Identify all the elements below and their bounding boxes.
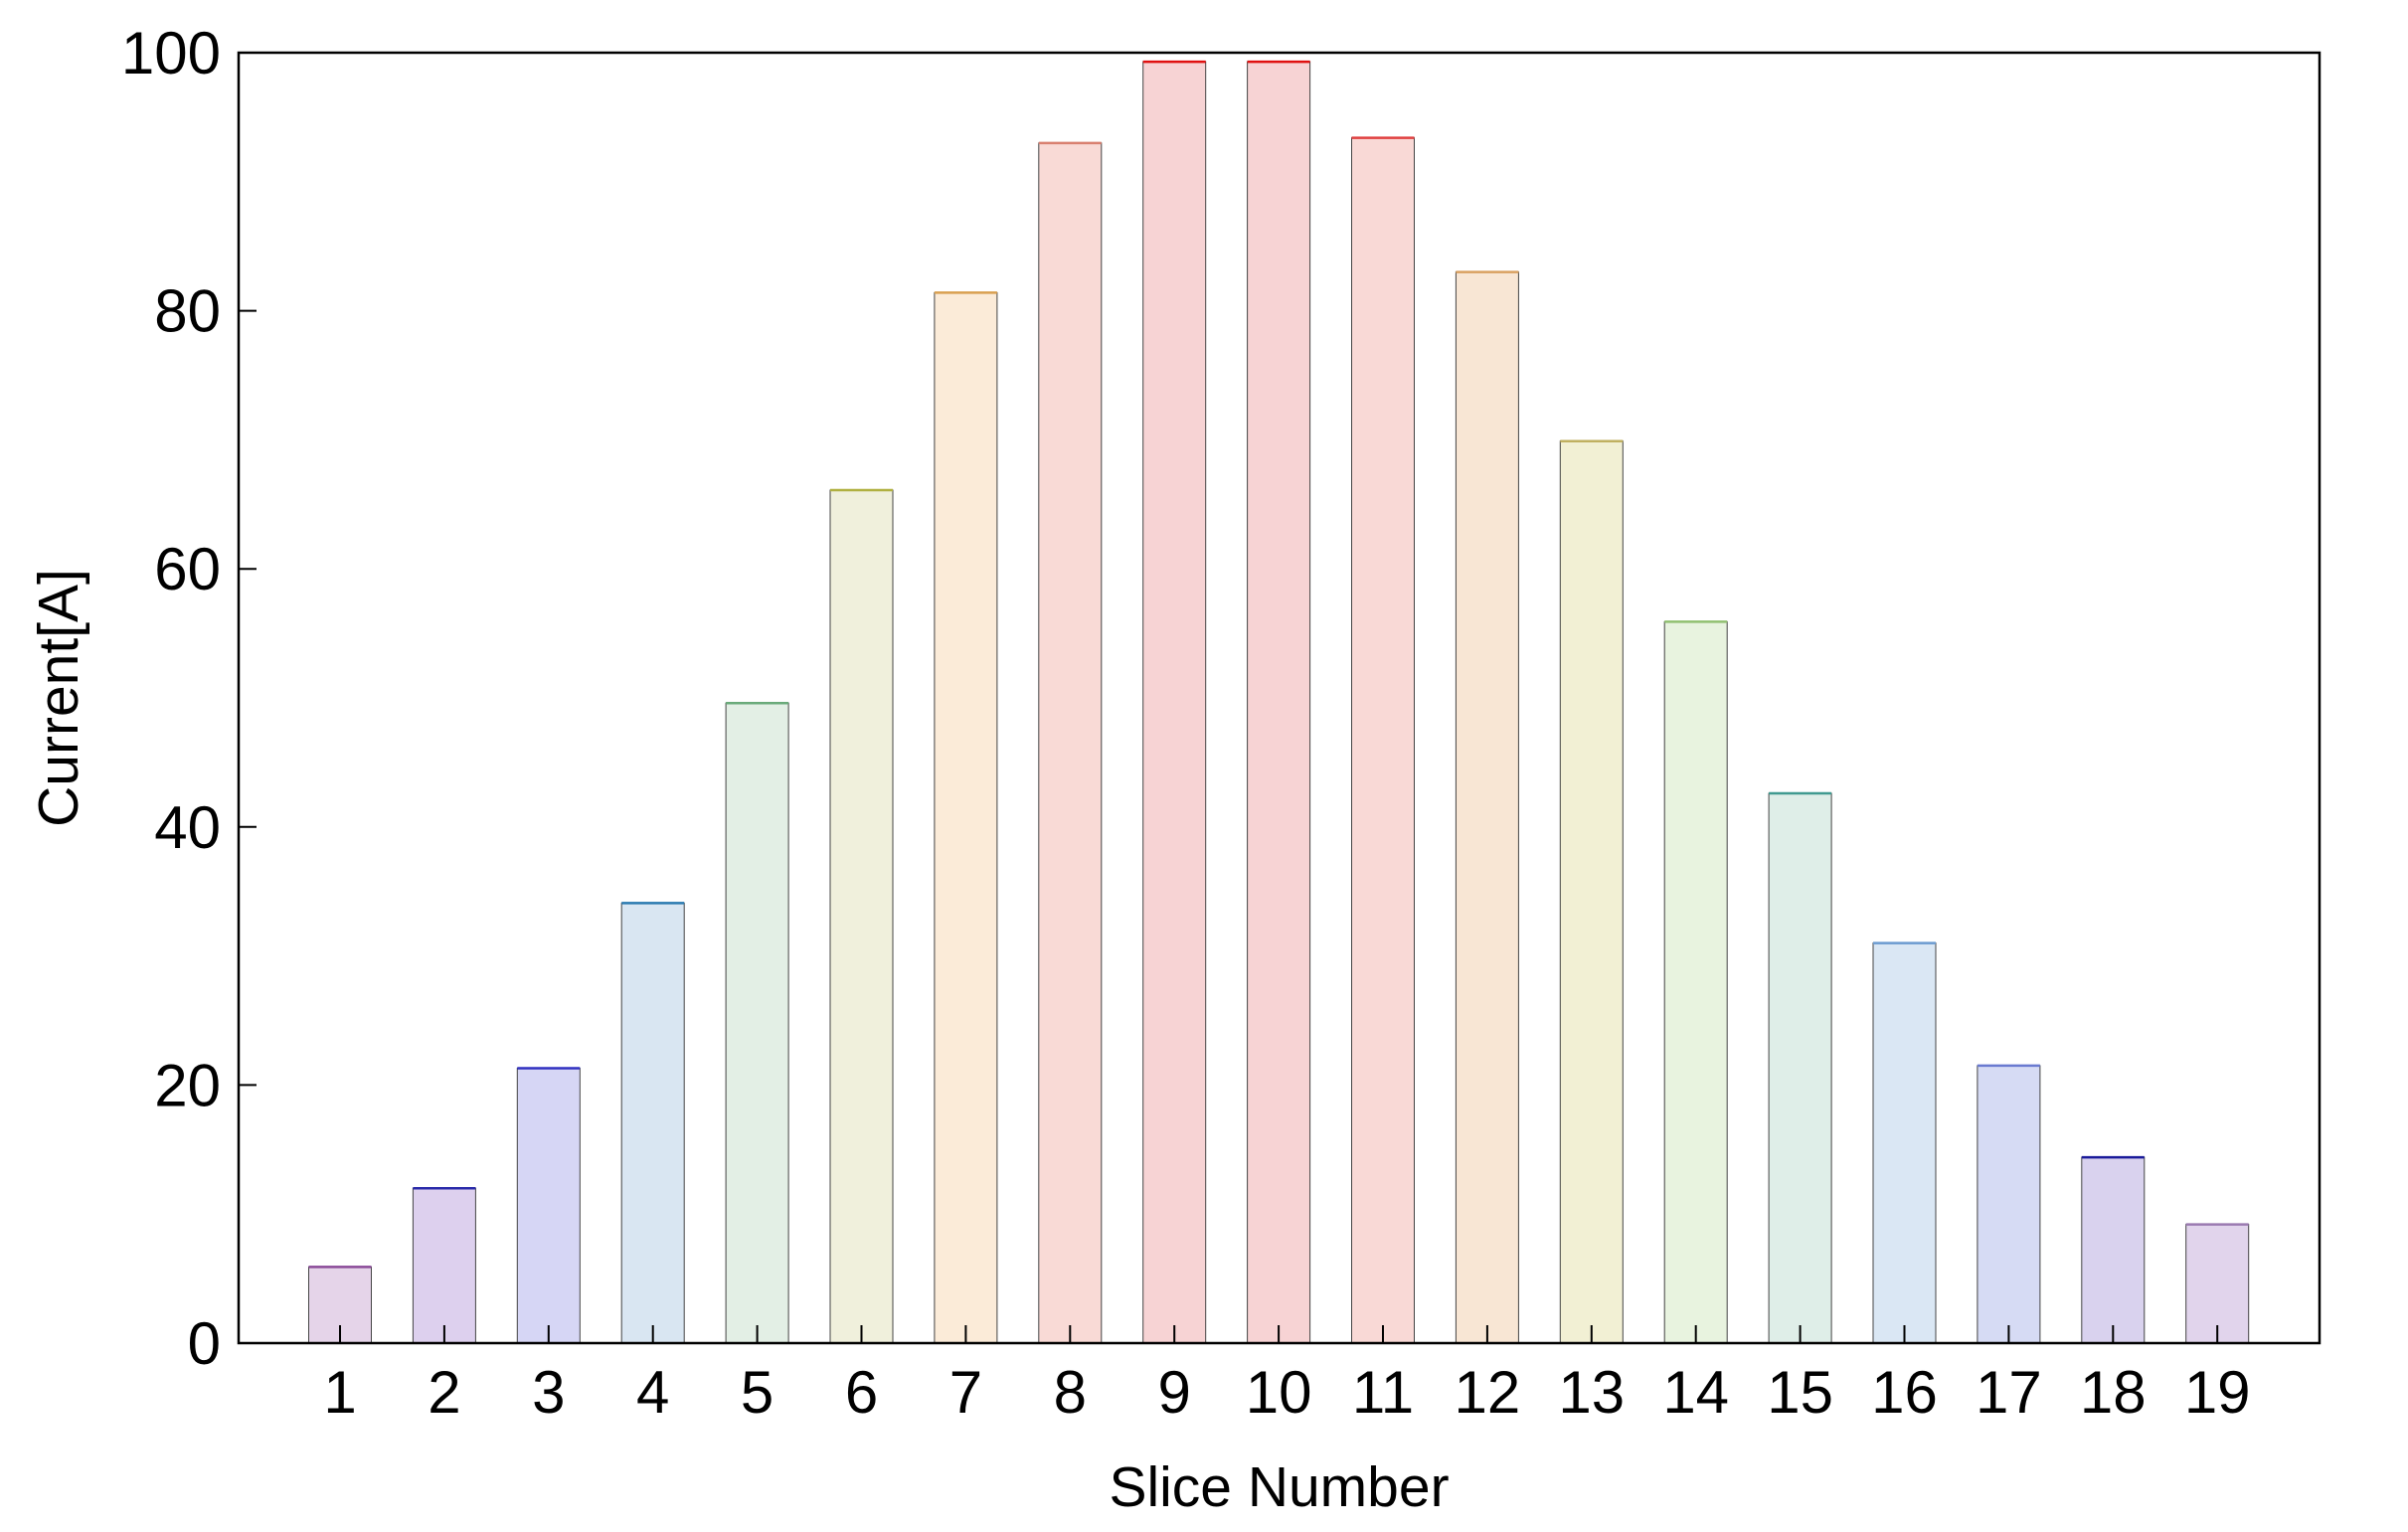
x-tick-label: 6 — [845, 1359, 878, 1426]
bar-slice-15 — [1768, 792, 1832, 1344]
x-tick-label: 4 — [636, 1359, 669, 1426]
bar-slice-10 — [1247, 61, 1311, 1344]
x-tick-label: 3 — [532, 1359, 565, 1426]
x-tick-label: 18 — [2080, 1359, 2147, 1426]
x-tick-label: 19 — [2184, 1359, 2251, 1426]
bar-slice-4 — [620, 902, 685, 1344]
y-axis-ticks: 0 20 40 60 80 100 — [121, 20, 257, 1377]
y-tick-label: 20 — [154, 1052, 221, 1118]
x-tick-label: 16 — [1871, 1359, 1938, 1426]
y-tick-label: 80 — [154, 278, 221, 345]
bar-slice-11 — [1351, 137, 1415, 1344]
x-axis-title: Slice Number — [1109, 1455, 1449, 1519]
y-tick-label: 100 — [121, 20, 221, 86]
x-tick-label: 12 — [1455, 1359, 1521, 1426]
x-tick-label: 11 — [1352, 1359, 1414, 1426]
x-tick-label: 9 — [1158, 1359, 1191, 1426]
bar-slice-9 — [1142, 61, 1207, 1344]
bar-slice-8 — [1038, 142, 1103, 1344]
x-tick-label: 7 — [949, 1359, 982, 1426]
y-tick-label: 60 — [154, 536, 221, 602]
x-axis-ticks: 1 2 3 4 5 6 7 8 9 10 11 12 13 14 15 16 17 18 19 — [323, 1325, 2251, 1426]
bar-slice-6 — [829, 489, 894, 1344]
y-tick-label: 40 — [154, 794, 221, 861]
bar-slice-14 — [1663, 620, 1728, 1344]
x-tick-label: 1 — [323, 1359, 356, 1426]
bar-slice-16 — [1872, 942, 1937, 1344]
bar-slice-7 — [934, 291, 998, 1344]
bar-slice-2 — [412, 1187, 476, 1344]
bar-slice-13 — [1559, 440, 1624, 1344]
bar-slice-18 — [2081, 1156, 2146, 1344]
x-tick-label: 10 — [1246, 1359, 1312, 1426]
bar-slice-17 — [1977, 1065, 2041, 1344]
x-tick-label: 14 — [1662, 1359, 1729, 1426]
x-tick-label: 15 — [1767, 1359, 1833, 1426]
x-tick-label: 5 — [741, 1359, 774, 1426]
x-tick-label: 13 — [1558, 1359, 1625, 1426]
y-tick-label: 0 — [188, 1310, 221, 1377]
bars-group — [308, 60, 2250, 1344]
bar-slice-12 — [1455, 271, 1519, 1344]
bar-slice-5 — [725, 702, 789, 1344]
x-tick-label: 8 — [1054, 1359, 1087, 1426]
bar-slice-3 — [516, 1068, 581, 1344]
x-tick-label: 17 — [1976, 1359, 2042, 1426]
y-axis-title: Current[A] — [27, 569, 90, 827]
x-tick-label: 2 — [428, 1359, 460, 1426]
